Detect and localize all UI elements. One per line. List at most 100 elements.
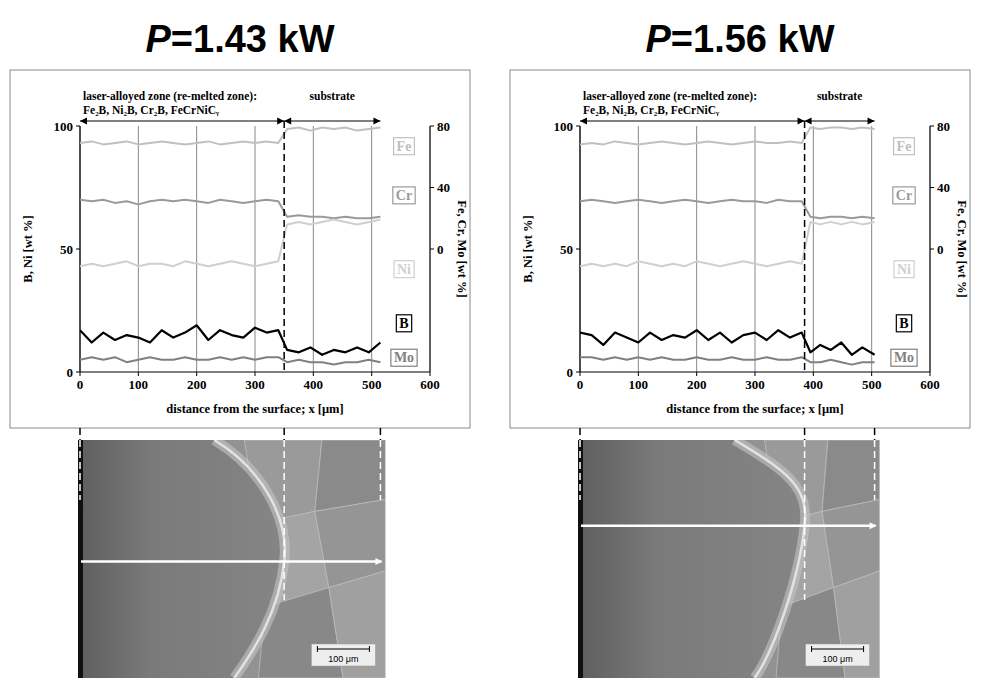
x-tick <box>80 372 81 376</box>
x-tick-label: 200 <box>187 377 207 392</box>
y2-tick-label: 0 <box>437 242 444 257</box>
x-tick-label: 200 <box>687 377 707 392</box>
grid-line <box>371 126 372 372</box>
surface-edge <box>78 440 83 678</box>
title-part: P <box>145 18 171 60</box>
micrograph-image <box>78 440 385 678</box>
micrograph-ground <box>78 440 385 678</box>
x-tick <box>755 372 756 376</box>
x-tick <box>871 372 872 376</box>
y-axis-title: B, Ni [wt %] <box>21 215 35 282</box>
series-label-box <box>891 349 917 366</box>
y-tick-label: 100 <box>554 119 574 134</box>
micrograph-ground <box>578 440 880 678</box>
guide-line <box>79 428 81 440</box>
y2-tick <box>430 126 434 127</box>
series-label-text: Fe <box>397 139 412 154</box>
micrograph: 100 μm <box>578 428 880 678</box>
x-tick <box>196 372 197 376</box>
substrate-arrow <box>284 121 380 122</box>
series-label: Mo <box>891 349 917 366</box>
x-tick <box>138 372 139 376</box>
scale-bar-box <box>806 644 870 666</box>
plot-data <box>580 128 875 365</box>
substrate-label: substrate <box>310 90 355 102</box>
panel-frame <box>510 70 970 428</box>
y2-tick <box>930 126 934 127</box>
title-part: =1.56 kW <box>671 18 835 60</box>
y-tick <box>76 372 80 373</box>
title: P=1.43 kW <box>145 18 334 60</box>
panel: P=1.56 kW010020030040050060005010004080d… <box>510 18 970 428</box>
guide-line <box>804 428 806 440</box>
grid-line <box>138 126 139 372</box>
series-line <box>80 220 380 267</box>
arrow-head <box>373 118 380 125</box>
series-line <box>580 357 875 364</box>
arrow-head <box>805 118 812 125</box>
series-label: Fe <box>894 138 915 155</box>
phases-label: Fe₂B, Ni₂B, Cr₂B, FeCrNiCᵧ <box>83 104 220 116</box>
guide-line <box>874 428 876 440</box>
series-line <box>580 330 875 355</box>
phases-label: Fe₂B, Ni₂B, Cr₂B, FeCrNiCᵧ <box>583 104 720 116</box>
melted-zone <box>78 440 285 678</box>
series-label: Ni <box>894 261 914 278</box>
fusion-band <box>214 440 285 678</box>
series-label-box <box>393 187 415 204</box>
fusion-line <box>214 440 285 678</box>
x-tick-label: 600 <box>420 377 440 392</box>
x-tick <box>580 372 581 376</box>
melted-zone <box>578 440 805 678</box>
guide-line <box>380 440 382 500</box>
x-tick-label: 600 <box>920 377 940 392</box>
grain <box>315 440 386 511</box>
scale-bar-end <box>863 646 864 652</box>
x-axis-title: distance from the surface; x [μm] <box>666 402 843 416</box>
fusion-line <box>735 440 806 678</box>
title-part: P <box>645 18 671 60</box>
panel-frame <box>10 70 470 428</box>
scale-bar-end <box>369 646 370 652</box>
series-line <box>80 325 380 355</box>
scale-bar-box <box>311 644 375 666</box>
y-tick-label: 0 <box>567 365 574 380</box>
substrate-arrow <box>805 121 875 122</box>
plot-data <box>80 128 380 365</box>
series-label-text: Ni <box>897 262 911 277</box>
series-label: Mo <box>391 349 417 366</box>
series-label-box <box>396 315 411 332</box>
arrow-head <box>868 118 875 125</box>
x-tick-label: 300 <box>745 377 765 392</box>
series-label-text: Mo <box>394 350 414 365</box>
series-line <box>80 128 380 145</box>
x-tick <box>371 372 372 376</box>
title: P=1.56 kW <box>645 18 834 60</box>
grid-line <box>696 126 697 372</box>
y2-tick-label: 0 <box>937 242 944 257</box>
x-tick-label: 100 <box>129 377 149 392</box>
title-part: =1.43 kW <box>171 18 335 60</box>
scan-arrow <box>581 524 876 527</box>
guide-line <box>380 428 382 440</box>
substrate-label: substrate <box>817 90 862 102</box>
series-label-box <box>391 349 417 366</box>
scale-label: 100 μm <box>328 654 358 664</box>
arrow-head <box>870 522 877 529</box>
arrow-head <box>80 118 87 125</box>
series-line <box>80 357 380 364</box>
y2-tick-label: 40 <box>937 180 950 195</box>
y2-tick <box>430 187 434 188</box>
surface-edge <box>578 440 583 678</box>
guide-line <box>579 428 581 440</box>
guide-line <box>804 440 806 600</box>
series-label-text: B <box>899 316 908 331</box>
arrow-head <box>580 118 587 125</box>
y2-tick-label: 40 <box>437 180 450 195</box>
y-axis-title: B, Ni [wt %] <box>521 215 535 282</box>
scale-bar-end <box>811 646 812 652</box>
x-tick-label: 500 <box>862 377 882 392</box>
x-tick-label: 400 <box>804 377 824 392</box>
grid-line <box>813 126 814 372</box>
series-label-text: Fe <box>897 139 912 154</box>
